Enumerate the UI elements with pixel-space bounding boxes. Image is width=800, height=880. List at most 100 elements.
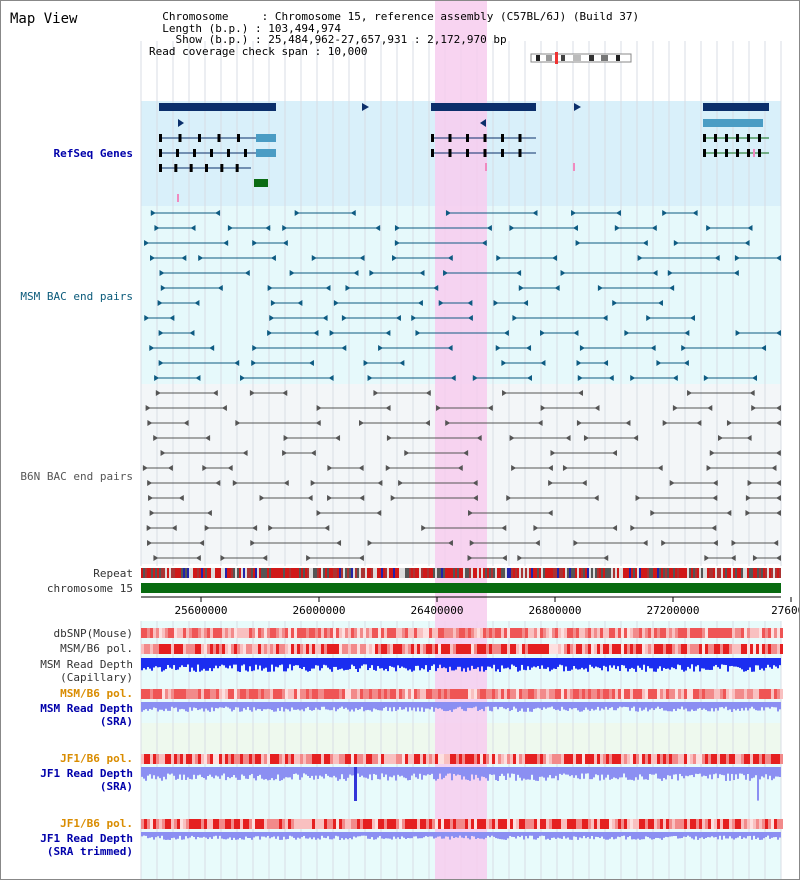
- depth-bin: [709, 832, 711, 838]
- heat-bin: [450, 689, 453, 699]
- depth-bin: [609, 658, 611, 666]
- bac-end: [706, 465, 712, 471]
- depth-bin: [637, 658, 639, 666]
- depth-bin: [571, 832, 573, 840]
- heat-bin: [177, 819, 180, 829]
- repeat-bin: [685, 568, 687, 578]
- heat-bin: [225, 754, 228, 764]
- heat-bin: [627, 644, 630, 654]
- depth-bin: [707, 832, 709, 838]
- heat-bin: [354, 644, 357, 654]
- track-label-repeat[interactable]: Repeat: [93, 567, 133, 580]
- heat-bin: [756, 819, 759, 829]
- heat-bin: [372, 754, 375, 764]
- depth-bin: [473, 832, 475, 837]
- repeat-bin: [725, 568, 727, 578]
- depth-bin: [309, 658, 311, 672]
- heat-bin: [612, 689, 615, 699]
- repeat-bin: [671, 568, 673, 578]
- heat-bin: [471, 628, 474, 638]
- repeat-bin: [529, 568, 531, 578]
- heat-bin: [741, 628, 744, 638]
- bac-end: [752, 375, 758, 381]
- depth-bin: [415, 832, 417, 837]
- depth-bin: [293, 832, 295, 838]
- bac-end: [242, 450, 248, 456]
- heat-bin: [780, 754, 783, 764]
- repeat-bin: [769, 568, 771, 578]
- heat-bin: [402, 644, 405, 654]
- track-label-b6n-bac[interactable]: B6N BAC end pairs: [20, 470, 133, 483]
- track-label-msm-depth-sra[interactable]: MSM Read Depth: [40, 702, 133, 715]
- depth-bin: [185, 658, 187, 667]
- depth-bin: [677, 702, 679, 709]
- depth-bin: [513, 832, 515, 837]
- track-label-jf1-depth[interactable]: JF1 Read Depth: [40, 767, 133, 780]
- depth-bin: [375, 767, 377, 775]
- bac-end: [390, 495, 396, 501]
- depth-bin: [443, 832, 445, 839]
- heat-bin: [324, 689, 327, 699]
- depth-bin: [179, 767, 181, 775]
- heat-bin: [768, 628, 771, 638]
- heat-bin: [531, 628, 534, 638]
- depth-bin: [699, 767, 701, 774]
- depth-bin: [693, 702, 695, 712]
- heat-bin: [501, 628, 504, 638]
- track-label-chromosome[interactable]: chromosome 15: [46, 582, 133, 595]
- heat-bin: [684, 819, 687, 829]
- track-label-msm-depth-cap[interactable]: MSM Read Depth: [40, 658, 133, 671]
- track-label-jf1-trim[interactable]: JF1 Read Depth: [40, 832, 133, 845]
- track-label-jf1-b6-pol[interactable]: JF1/B6 pol.: [60, 752, 133, 765]
- region-info: Chromosome : Chromosome 15, reference as…: [149, 11, 639, 57]
- heat-bin: [705, 689, 708, 699]
- axis-tick-label: 25600000: [175, 604, 228, 617]
- bac-end: [252, 345, 258, 351]
- bac-end: [573, 330, 579, 336]
- heat-bin: [516, 644, 519, 654]
- heat-bin: [354, 754, 357, 764]
- depth-bin: [179, 702, 181, 710]
- depth-bin: [721, 658, 723, 665]
- track-label-dbsnp[interactable]: dbSNP(Mouse): [53, 627, 133, 640]
- depth-bin: [419, 832, 421, 839]
- repeat-bin: [395, 568, 397, 578]
- track-label-msm-bac[interactable]: MSM BAC end pairs: [20, 290, 133, 303]
- track-label-msm-b6-pol[interactable]: MSM/B6 pol.: [60, 642, 133, 655]
- heat-bin: [375, 628, 378, 638]
- depth-bin: [753, 702, 755, 709]
- gene-exon: [159, 134, 162, 142]
- depth-bin: [669, 832, 671, 837]
- heat-bin: [615, 754, 618, 764]
- bac-end: [687, 390, 693, 396]
- track-label-jf1-b6-pol-2[interactable]: JF1/B6 pol.: [60, 817, 133, 830]
- heat-bin: [747, 754, 750, 764]
- gene-exon: [518, 149, 522, 157]
- track-label-msm-b6-pol-2[interactable]: MSM/B6 pol.: [60, 687, 133, 700]
- gene-block: [159, 103, 276, 111]
- depth-bin: [709, 702, 711, 712]
- depth-bin: [659, 832, 661, 839]
- heat-bin: [501, 819, 504, 829]
- depth-bin: [411, 658, 413, 672]
- track-label-refseq[interactable]: RefSeq Genes: [53, 147, 133, 160]
- bac-end: [204, 525, 210, 531]
- depth-bin: [581, 767, 583, 774]
- chromosome-ideogram: [530, 52, 632, 64]
- depth-bin: [169, 702, 171, 711]
- gene-exon: [758, 134, 761, 142]
- depth-bin: [747, 767, 749, 774]
- heat-bin: [759, 689, 762, 699]
- depth-bin: [643, 767, 645, 780]
- heat-bin: [219, 754, 222, 764]
- depth-bin: [695, 702, 697, 711]
- depth-bin: [383, 702, 385, 708]
- heat-bin: [291, 689, 294, 699]
- heat-bin: [582, 628, 585, 638]
- depth-bin: [699, 832, 701, 839]
- depth-bin: [471, 658, 473, 666]
- repeat-bin: [437, 568, 439, 578]
- repeat-bin: [389, 568, 391, 578]
- depth-bin: [219, 767, 221, 779]
